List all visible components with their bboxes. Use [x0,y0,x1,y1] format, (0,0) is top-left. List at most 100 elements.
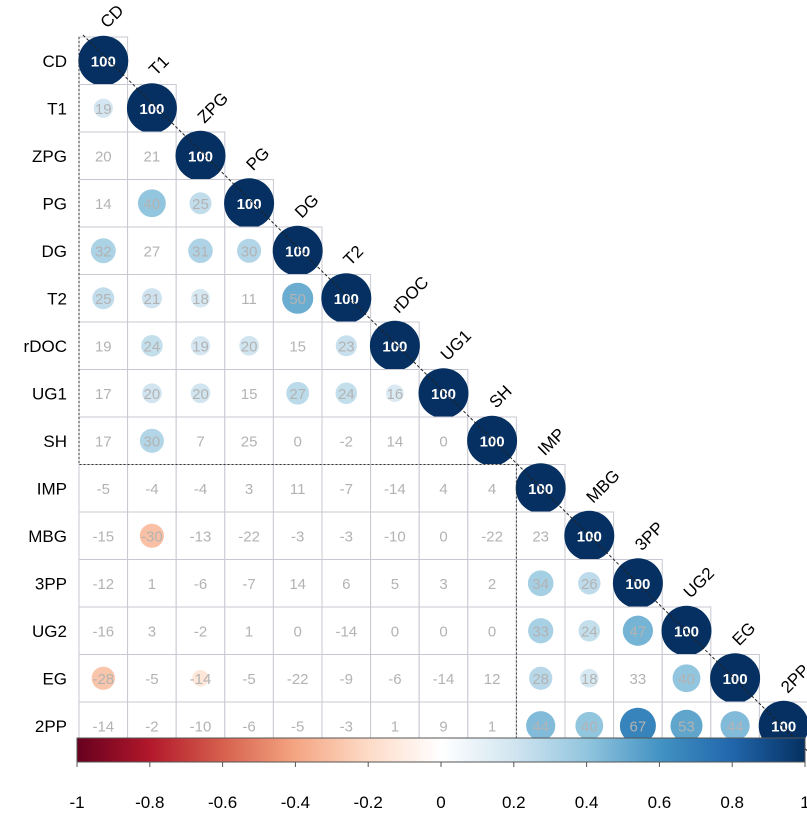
column-label: 2PP [777,661,807,697]
corr-value: 4 [439,481,447,498]
column-label: rDOC [388,273,432,317]
corr-circle [369,320,420,371]
colorbar-tick-label: 1 [800,793,807,812]
column-label: T2 [340,242,367,269]
corr-value: 0 [294,623,302,640]
corr-value: -4 [194,481,207,498]
colorbar-tick-label: -1 [69,793,84,812]
corr-value: 1 [148,576,156,593]
corr-value: -10 [190,718,212,735]
corr-value: 0 [439,433,447,450]
corr-value: 14 [387,433,404,450]
corr-value: -22 [481,528,503,545]
corr-value: 3 [245,481,253,498]
corr-value: 18 [192,291,209,308]
corr-circle [92,287,115,310]
corr-value: 5 [391,576,399,593]
corr-value: 100 [91,53,116,70]
corr-circle [528,618,554,644]
row-label: EG [42,669,67,688]
corr-value: 100 [480,433,505,450]
corr-value: 100 [771,718,796,735]
corr-value: 20 [95,148,112,165]
corr-value: -16 [92,623,114,640]
corr-value: 100 [431,386,456,403]
corr-value: 33 [532,623,549,640]
row-labels: CD T1 ZPG PG DG T2 rDOC UG1 SH IMP MBG 3PP UG2 EG 2PP [24,52,67,736]
corr-value: 26 [581,576,598,593]
corr-value: -5 [97,481,110,498]
corr-circle [78,35,129,86]
corr-circle [91,666,115,690]
column-label: UG1 [437,326,475,364]
colorbar-gradient [76,737,806,763]
corr-value: -2 [145,718,158,735]
corr-value: 53 [678,718,695,735]
cell-MBG-DG [272,511,323,560]
cell-3PP-PG [224,559,274,608]
corr-value: 67 [630,718,647,735]
cell-SH-CD [78,416,129,465]
cell-3PP-UG1 [418,559,469,608]
cell-MBG-CD [78,511,129,560]
cell-SH-T2 [321,416,372,465]
cell-IMP-ZPG [175,464,226,513]
corr-circle [239,335,259,356]
cell-UG2-DG [272,606,323,655]
corr-value: 0 [439,623,447,640]
corr-value: -22 [287,671,309,688]
corr-circle [335,382,358,405]
colorbar-tick-label: -0.4 [281,793,310,812]
corr-value: -3 [291,528,304,545]
column-label: DG [291,190,322,221]
corr-circle [578,619,601,642]
corr-circle [386,384,404,403]
corr-value: 23 [338,338,355,355]
corr-value: 18 [581,671,598,688]
corr-value: 3 [439,576,447,593]
corr-value: 27 [289,386,306,403]
column-label: T1 [145,52,172,79]
corr-value: -14 [384,481,406,498]
cell-IMP-SH [467,464,517,513]
corr-value: -14 [335,623,357,640]
corr-circle [527,570,554,597]
row-label: MBG [28,527,67,546]
corr-value: 25 [95,291,112,308]
corr-circle [126,83,177,134]
corr-circle [190,336,211,356]
cell-IMP-DG [272,464,323,513]
corr-value: 100 [674,623,699,640]
cell-SH-UG1 [418,416,469,465]
corr-value: 24 [144,338,161,355]
column-label: MBG [583,466,624,507]
corr-value: 15 [241,386,258,403]
corr-value: 2 [488,576,496,593]
corr-circle [192,670,209,687]
corr-circle [578,572,601,595]
corr-value: -13 [190,528,212,545]
cell-EG-3PP [613,654,663,703]
corr-circle [141,288,162,309]
cell-UG2-ZPG [175,606,226,655]
corr-value: 1 [488,718,496,735]
corr-value: 40 [144,196,161,213]
row-label: UG1 [32,384,67,403]
corr-value: 40 [678,671,695,688]
row-label: rDOC [24,337,67,356]
corr-circle [720,711,750,741]
corr-circle [237,238,262,263]
corr-value: 100 [334,291,359,308]
corr-value: 7 [196,433,204,450]
corr-value: 3 [148,623,156,640]
row-label: ZPG [32,147,67,166]
cell-3PP-rDOC [370,559,420,608]
cell-UG2-T1 [127,606,177,655]
corr-circle [190,383,211,404]
cell-IMP-T1 [127,464,177,513]
corr-value: -14 [190,671,212,688]
corr-value: 24 [581,623,598,640]
corr-value: 0 [439,528,447,545]
corr-circle [90,238,116,264]
